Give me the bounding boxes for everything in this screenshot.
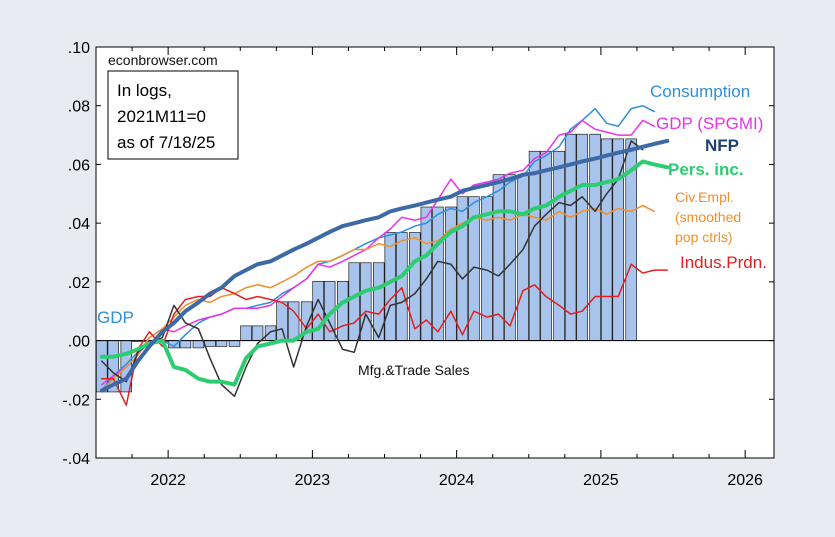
y-tick-label: -.04 [62, 451, 90, 468]
label-mfg-trade: Mfg.&Trade Sales [358, 362, 470, 378]
gdp-bar [396, 232, 408, 341]
gdp-bar [528, 150, 541, 341]
label-gdp-spgmi: GDP (SPGMI) [656, 114, 763, 133]
x-tick-label: 2023 [295, 472, 331, 489]
gdp-bar [540, 150, 552, 341]
gdp-bar [589, 133, 601, 341]
y-tick-label: .02 [68, 275, 90, 292]
series-line-indus-prdn [101, 263, 668, 406]
x-tick-label: 2022 [150, 472, 186, 489]
x-axis: 2022 2023 2024 2025 2026 [95, 47, 763, 489]
label-civ-empl-2: (smoothed [675, 209, 741, 225]
label-civ-empl-3: pop ctrls) [675, 229, 733, 245]
y-tick-label: .08 [68, 99, 90, 116]
y-tick-label: .04 [68, 216, 90, 233]
gdp-bar [204, 340, 216, 347]
y-tick-label: .00 [68, 334, 90, 351]
gdp-bar [553, 150, 565, 341]
watermark-text: econbrowser.com [108, 52, 218, 68]
label-nfp: NFP [705, 136, 739, 155]
gdp-bar [192, 340, 205, 349]
gdp-bar [384, 232, 396, 341]
gdp-bar [251, 325, 264, 341]
label-pers-inc: Pers. inc. [668, 160, 744, 179]
label-indus-prdn: Indus.Prdn. [680, 253, 767, 272]
y-axis: -.04 -.02 .00 .02 .04 .06 .08 .10 [62, 40, 774, 468]
series-line-gdp-spgmi [101, 119, 656, 386]
label-gdp: GDP [97, 308, 134, 327]
note-line-3: as of 7/18/25 [117, 133, 215, 152]
gdp-bar [264, 325, 277, 341]
gdp-bar [600, 138, 613, 341]
note-box [107, 70, 239, 160]
gdp-bar [456, 196, 469, 341]
gdp-bar [348, 262, 360, 341]
gdp-bar [432, 206, 444, 341]
gdp-bar [179, 340, 192, 349]
x-tick-label: 2024 [439, 472, 475, 489]
gdp-bar [409, 232, 421, 341]
series-line-nfp [99, 138, 670, 393]
gdp-bar [240, 325, 252, 341]
x-tick-label: 2026 [727, 472, 763, 489]
y-tick-label: .06 [68, 157, 90, 174]
bars-layer [96, 133, 637, 393]
y-tick-label: .10 [68, 40, 90, 57]
gdp-bar [336, 280, 349, 341]
x-tick-label: 2025 [583, 472, 619, 489]
note-line-1: In logs, [117, 81, 172, 100]
series-line-civ-empl-smoothed-pop-ctrls [101, 204, 656, 392]
label-civ-empl-1: Civ.Empl. [675, 189, 734, 205]
gdp-bar [517, 174, 529, 341]
note-line-2: 2021M11=0 [117, 107, 206, 126]
gdp-bar [276, 301, 288, 341]
lines-layer [99, 104, 670, 406]
series-line-pers-inc [99, 159, 670, 387]
label-consumption: Consumption [650, 82, 750, 101]
series-line-mfg-trade-sales [101, 140, 644, 398]
y-tick-label: -.02 [62, 392, 90, 409]
gdp-bar [576, 133, 588, 341]
gdp-bar [215, 340, 228, 347]
gdp-bar [228, 340, 241, 347]
